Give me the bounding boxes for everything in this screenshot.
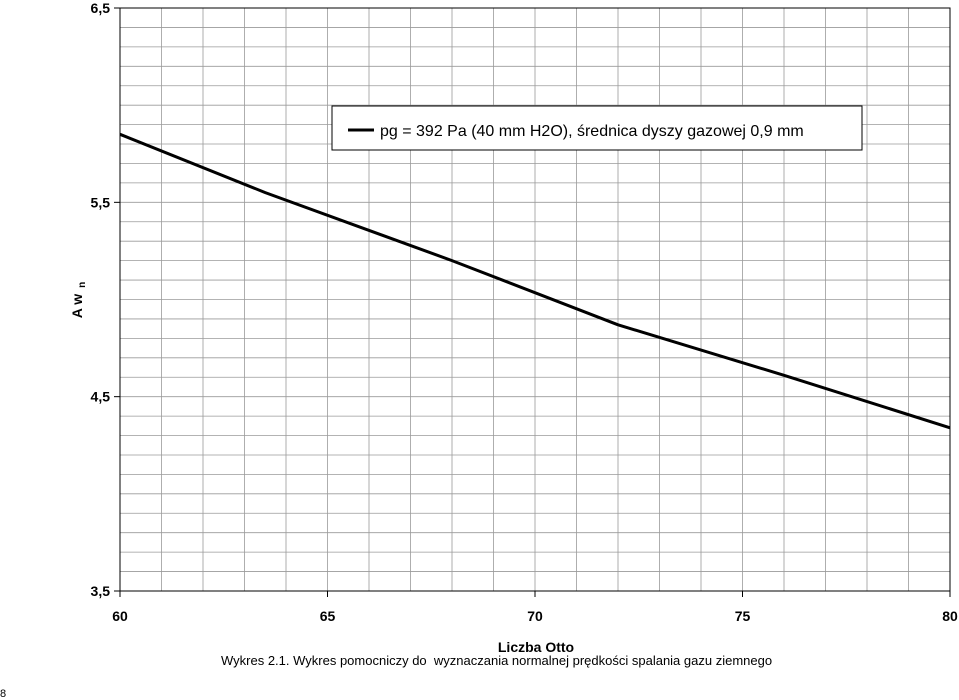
x-tick-label: 75 — [735, 608, 751, 624]
legend-label: pg = 392 Pa (40 mm H2O), średnica dyszy … — [380, 123, 804, 140]
legend-box — [331, 105, 863, 151]
legend: pg = 392 Pa (40 mm H2O), średnica dyszy … — [331, 105, 863, 151]
figure-caption: Wykres 2.1. Wykres pomocniczy do wyznacz… — [221, 653, 773, 668]
y-ticks: 6,5 5,5 4,5 3,5 — [91, 0, 120, 599]
y-tick-label: 4,5 — [91, 389, 111, 405]
y-tick-label: 3,5 — [91, 583, 111, 599]
y-tick-label: 5,5 — [91, 194, 111, 210]
svg-text:A w n: A w n — [69, 282, 88, 318]
y-axis-label: A w n — [69, 282, 88, 318]
x-ticks: 60 65 70 75 80 — [112, 591, 958, 624]
chart-grid — [119, 7, 951, 592]
x-axis-label: Liczba Otto — [498, 639, 574, 655]
x-tick-label: 70 — [527, 608, 543, 624]
x-tick-label: 60 — [112, 608, 128, 624]
page-number: 8 — [0, 688, 7, 700]
y-axis-label-subscript: n — [77, 282, 88, 288]
series-layer — [119, 132, 951, 430]
x-tick-label: 65 — [320, 608, 336, 624]
y-axis-label-main: A w — [69, 294, 85, 318]
y-tick-label: 6,5 — [91, 0, 111, 16]
series-line — [119, 132, 951, 430]
x-tick-label: 80 — [942, 608, 958, 624]
